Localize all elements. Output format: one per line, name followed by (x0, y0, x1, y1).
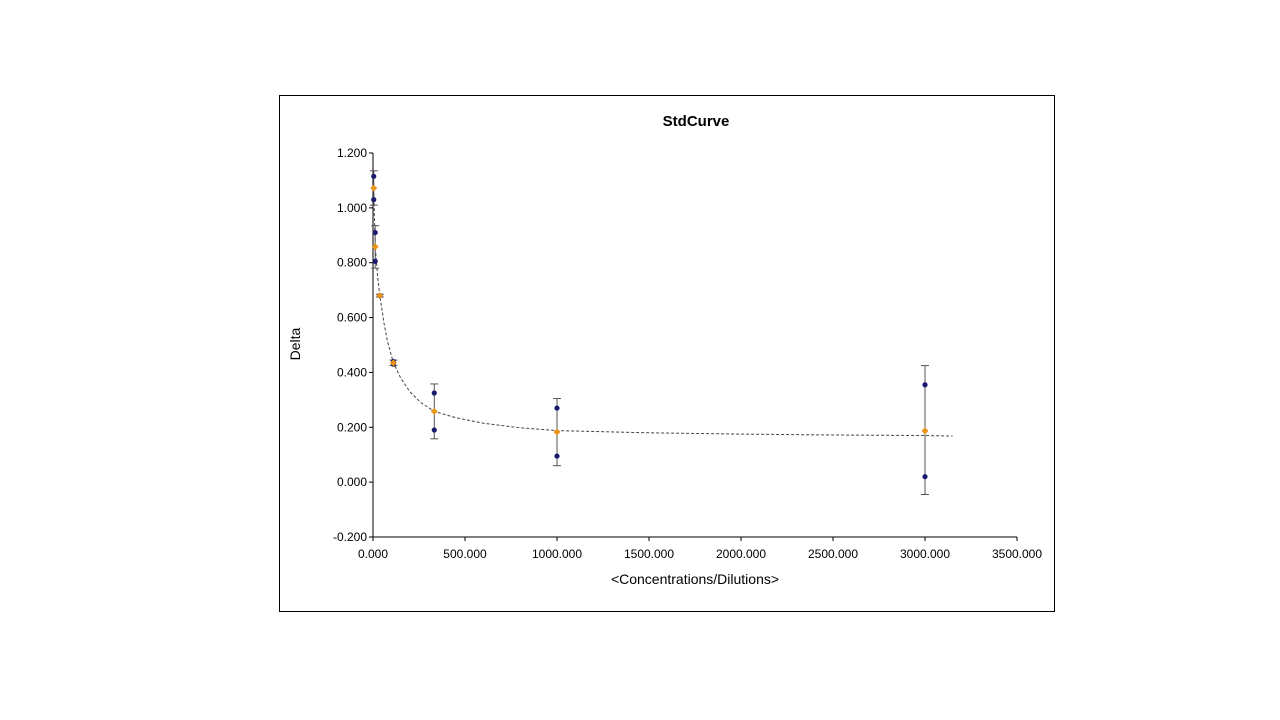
replicate-point (922, 382, 928, 388)
fit-line-group (373, 188, 953, 437)
y-tick-label: -0.200 (333, 530, 367, 544)
data-points (370, 173, 929, 480)
replicate-point (554, 453, 560, 459)
x-tick-label: 3500.000 (992, 547, 1042, 561)
y-tick-label: 1.000 (337, 201, 367, 215)
y-tick-label: 0.400 (337, 365, 367, 379)
replicate-point (372, 258, 378, 264)
replicate-point (371, 197, 377, 203)
axes: -0.200 0.000 0.200 0.400 0.600 0.800 1.000 1.20… (333, 146, 1042, 561)
x-tick-label: 1500.000 (624, 547, 674, 561)
y-tick-label: 0.000 (337, 475, 367, 489)
mean-point (430, 407, 438, 415)
x-axis-label: <Concentrations/Dilutions> (611, 571, 779, 587)
y-tick-label: 1.200 (337, 146, 367, 160)
mean-point (553, 428, 561, 436)
chart-svg: StdCurve Delta <Concentrations/Dilutions… (287, 113, 1042, 587)
error-bars (369, 170, 929, 495)
y-tick-label: 0.800 (337, 256, 367, 270)
mean-point (370, 184, 378, 192)
fit-line (373, 188, 953, 437)
replicate-point (554, 405, 560, 411)
x-tick-label: 0.000 (358, 547, 388, 561)
mean-point (389, 359, 397, 367)
x-tick-label: 2000.000 (716, 547, 766, 561)
y-tick-label: 0.200 (337, 420, 367, 434)
chart-frame: StdCurve Delta <Concentrations/Dilutions… (279, 95, 1055, 612)
mean-point (921, 427, 929, 435)
replicate-point (922, 474, 928, 480)
y-tick-label: 0.600 (337, 311, 367, 325)
replicate-point (371, 173, 377, 179)
replicate-point (431, 390, 437, 396)
x-tick-label: 2500.000 (808, 547, 858, 561)
x-tick-label: 1000.000 (532, 547, 582, 561)
replicate-point (372, 229, 378, 236)
y-axis-label: Delta (287, 327, 303, 360)
chart-title: StdCurve (663, 113, 730, 130)
x-tick-label: 3000.000 (900, 547, 950, 561)
mean-point (376, 292, 384, 300)
replicate-point (431, 427, 437, 433)
mean-point (371, 243, 379, 251)
x-tick-label: 500.000 (443, 547, 487, 561)
